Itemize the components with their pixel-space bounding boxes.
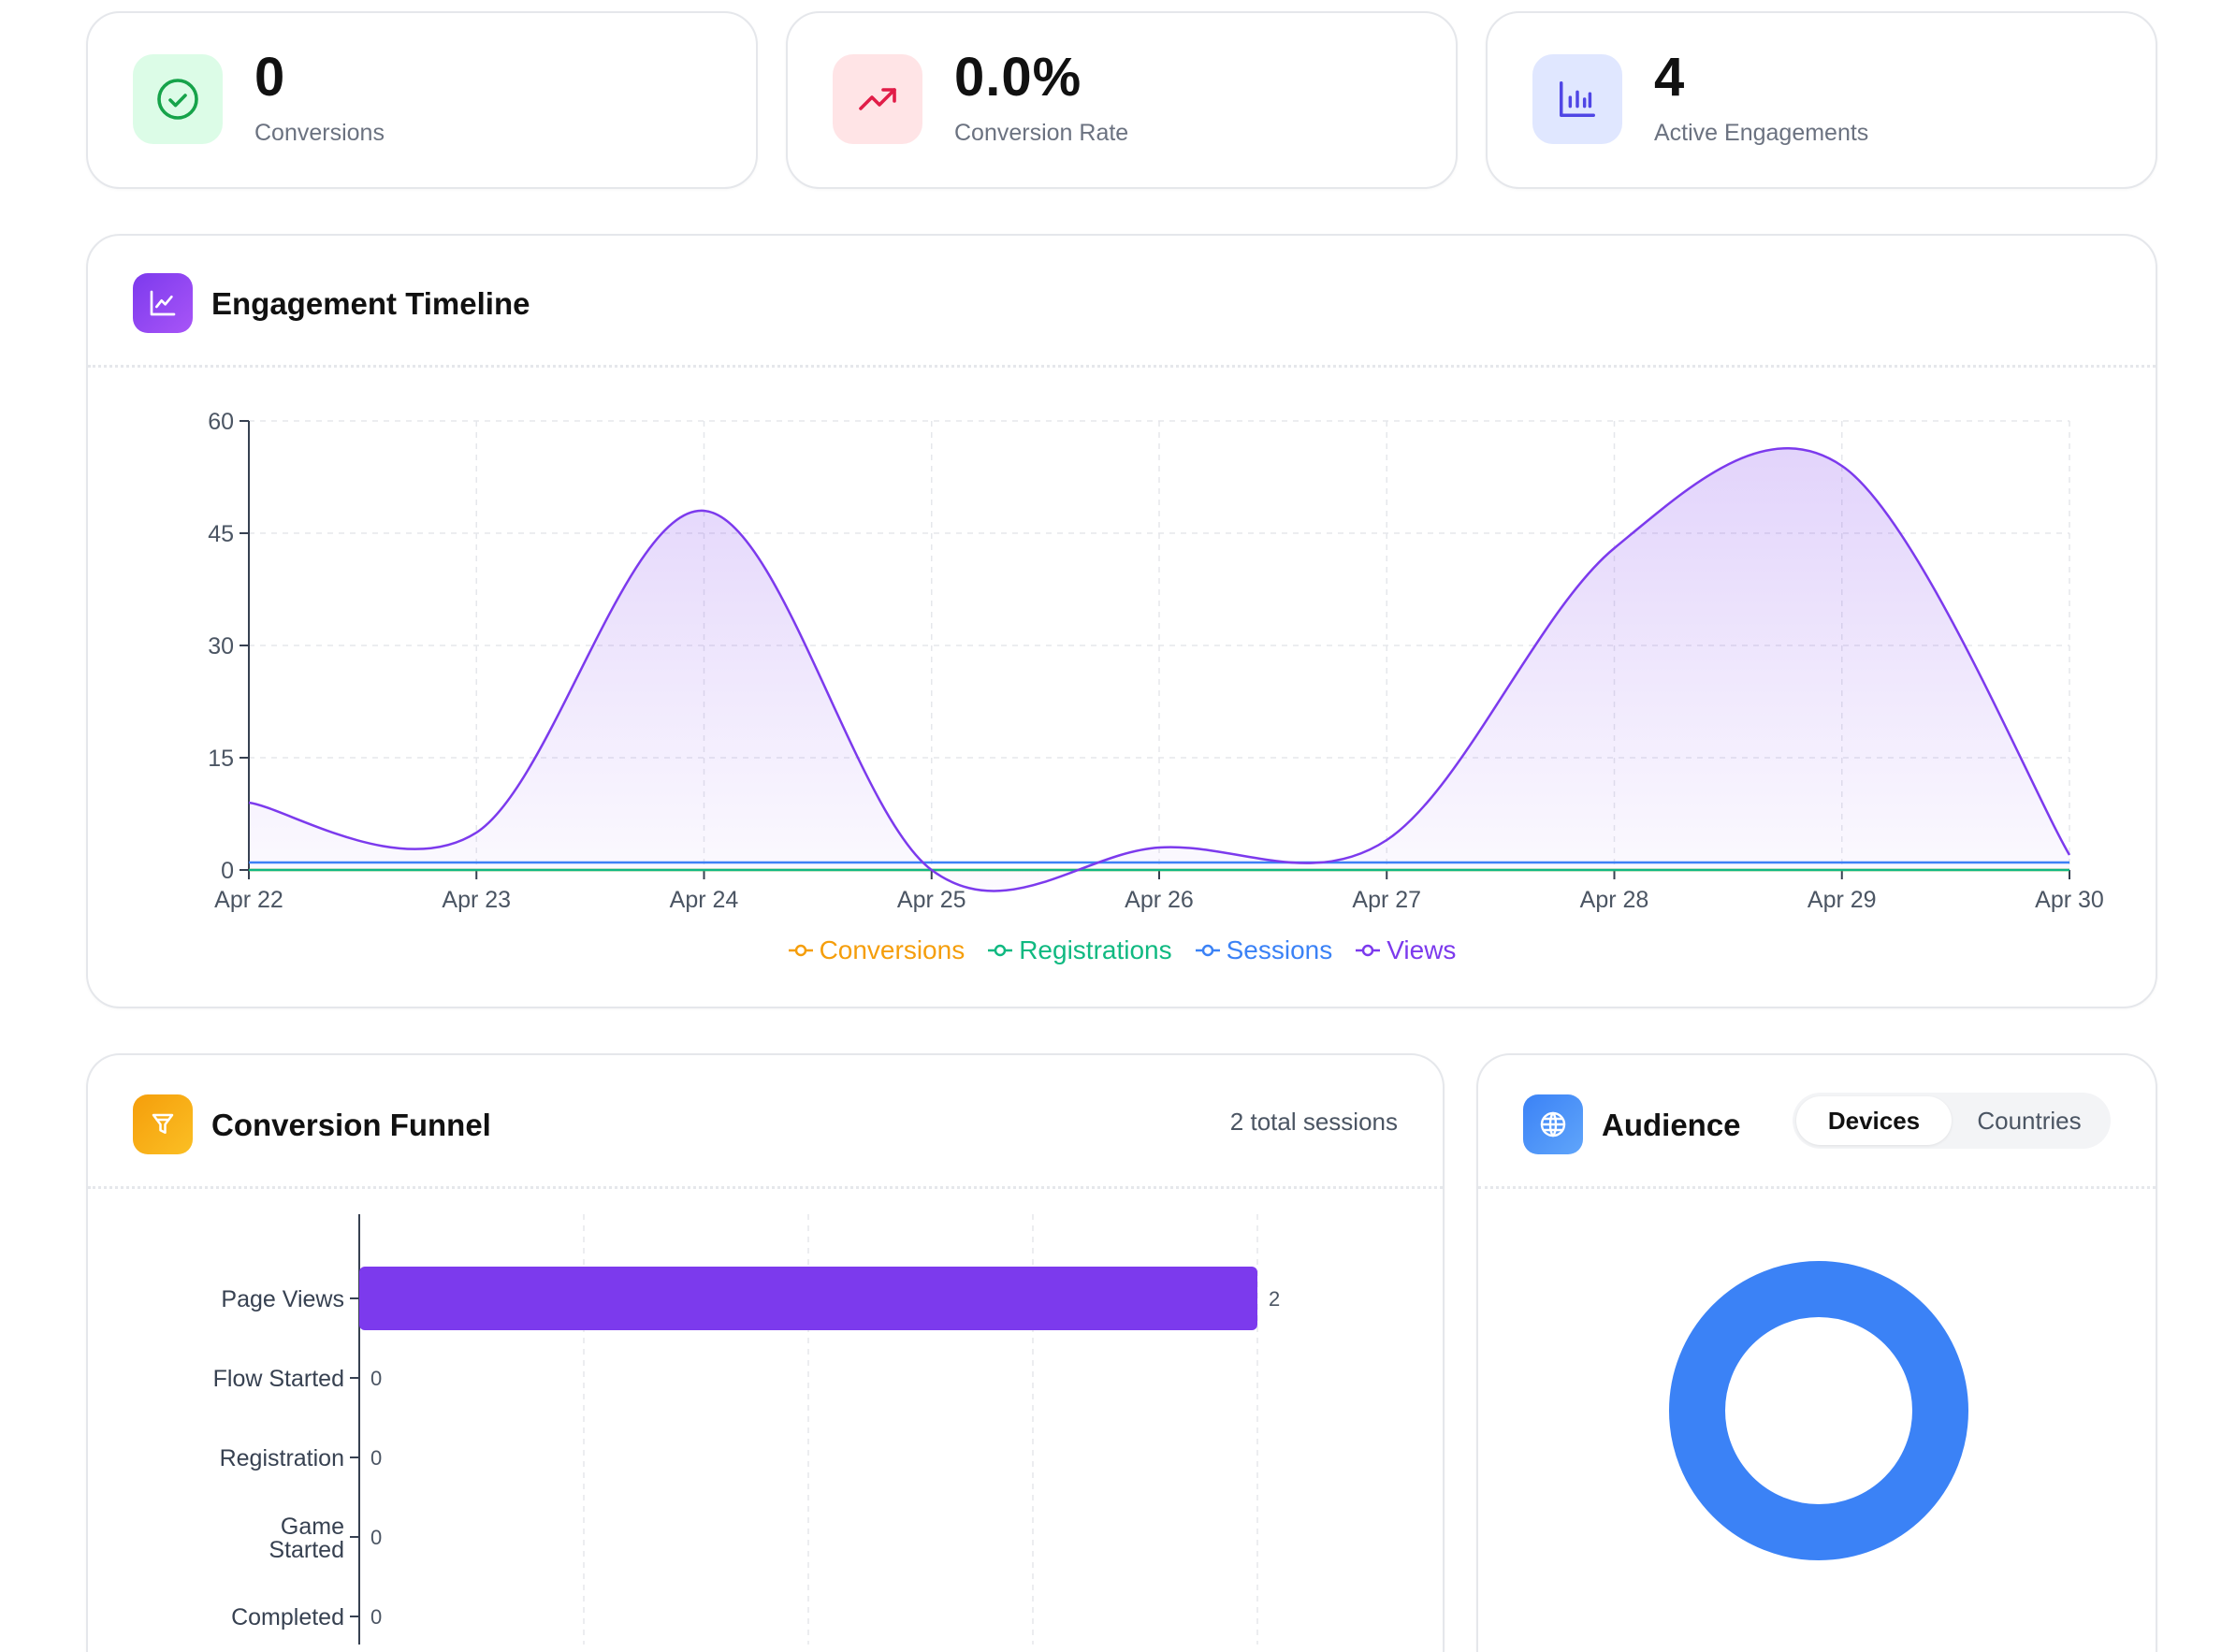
stat-label: Conversion Rate — [954, 120, 1129, 146]
stat-card-active-engagements: 4 Active Engagements — [1486, 11, 2157, 189]
stat-value: 4 — [1654, 47, 1686, 108]
legend-marker-icon — [988, 944, 1013, 957]
divider — [88, 1186, 1443, 1189]
stat-value: 0.0% — [954, 47, 1082, 108]
stat-label: Active Engagements — [1654, 120, 1869, 146]
y-tick-label: Completed — [231, 1604, 344, 1630]
series-area-views — [249, 448, 2069, 891]
stat-label: Conversions — [254, 120, 385, 146]
funnel-total-sessions: 2 total sessions — [1229, 1108, 1398, 1136]
funnel-bar-value: 0 — [370, 1446, 382, 1470]
y-tick-label: 60 — [208, 409, 234, 435]
legend-label: Views — [1387, 935, 1457, 964]
timeline-title: Engagement Timeline — [211, 286, 530, 321]
donut-slice — [1669, 1261, 1968, 1560]
legend-marker-icon — [1195, 944, 1220, 957]
y-tick-label: 45 — [208, 521, 234, 547]
chart-legend: Conversions Registrations Sessions Views — [88, 935, 2156, 965]
legend-marker-icon — [1356, 944, 1381, 957]
legend-item-registrations[interactable]: Registrations — [987, 935, 1172, 965]
check-circle-icon — [133, 54, 223, 144]
y-tick-label: Game — [281, 1514, 344, 1540]
legend-marker-icon — [788, 944, 813, 957]
legend-label: Conversions — [819, 935, 966, 964]
audience-title: Audience — [1602, 1108, 1741, 1142]
funnel-bar-value: 0 — [370, 1367, 382, 1390]
funnel-title: Conversion Funnel — [211, 1108, 491, 1142]
divider — [88, 365, 2156, 368]
x-tick-label: Apr 25 — [897, 887, 966, 913]
x-tick-label: Apr 29 — [1808, 887, 1877, 913]
legend-label: Registrations — [1019, 935, 1172, 964]
conversion-funnel-chart: Page Views 2 Flow Started 0 Registration 0 Gam… — [213, 1214, 1280, 1645]
audience-tabs: Devices Countries — [1793, 1093, 2111, 1149]
stat-value: 0 — [254, 47, 286, 108]
x-tick-label: Apr 24 — [670, 887, 739, 913]
stat-card-conversion-rate: 0.0% Conversion Rate — [786, 11, 1458, 189]
y-tick-label: 0 — [221, 858, 234, 884]
legend-item-views[interactable]: Views — [1355, 935, 1456, 965]
x-tick-label: Apr 28 — [1580, 887, 1649, 913]
x-tick-label: Apr 22 — [214, 887, 283, 913]
legend-item-sessions[interactable]: Sessions — [1195, 935, 1333, 965]
y-tick-label: 30 — [208, 633, 234, 659]
tab-devices[interactable]: Devices — [1796, 1096, 1952, 1145]
bar-chart-icon — [1532, 54, 1622, 144]
x-tick-label: Apr 23 — [442, 887, 511, 913]
legend-item-conversions[interactable]: Conversions — [788, 935, 966, 965]
globe-icon — [1523, 1094, 1583, 1154]
y-tick-label: Flow Started — [213, 1366, 344, 1392]
funnel-bar-value: 0 — [370, 1526, 382, 1549]
funnel-bar — [359, 1267, 1257, 1330]
stat-card-conversions: 0 Conversions — [86, 11, 758, 189]
y-tick-label: Started — [269, 1537, 344, 1563]
conversion-funnel-card: Conversion Funnel 2 total sessions Page … — [86, 1053, 1445, 1652]
audience-card: Audience Devices Countries — [1476, 1053, 2157, 1652]
funnel-icon — [133, 1094, 193, 1154]
funnel-bar-value: 2 — [1269, 1287, 1280, 1311]
divider — [1478, 1186, 2156, 1189]
line-chart-icon — [133, 273, 193, 333]
x-tick-label: Apr 26 — [1125, 887, 1194, 913]
devices-donut-chart — [1669, 1261, 1968, 1560]
engagement-timeline-chart: 0 15 30 45 60 Apr 22 Apr 23 Apr 24 Apr 25 Apr 26 A… — [208, 409, 2104, 913]
engagement-timeline-card: Engagement Timeline 0 15 30 45 60 Apr 22 Apr 2… — [86, 234, 2157, 1008]
funnel-bar-value: 0 — [370, 1605, 382, 1629]
y-tick-label: Registration — [220, 1445, 344, 1471]
y-tick-label: Page Views — [221, 1286, 344, 1312]
series-line-views — [248, 447, 2071, 892]
x-tick-label: Apr 30 — [2035, 887, 2104, 913]
y-tick-label: 15 — [208, 746, 234, 772]
legend-label: Sessions — [1226, 935, 1333, 964]
trending-up-icon — [833, 54, 922, 144]
x-tick-label: Apr 27 — [1352, 887, 1421, 913]
tab-countries[interactable]: Countries — [1977, 1106, 2082, 1135]
